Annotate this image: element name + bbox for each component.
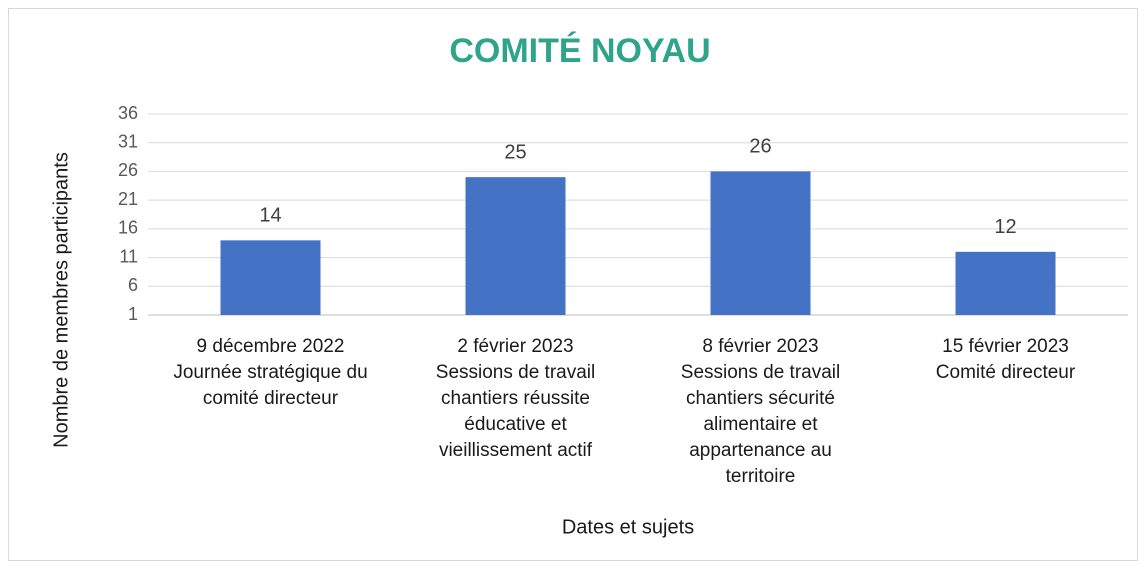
x-tick-label: vieillissement actif [439, 440, 593, 461]
y-tick-label: 26 [118, 160, 138, 180]
value-label: 12 [994, 216, 1016, 238]
bar [710, 171, 811, 315]
value-label: 25 [504, 141, 526, 163]
chart-border [8, 8, 1138, 561]
x-tick-label: comité directeur [203, 388, 339, 409]
bar [465, 177, 566, 315]
bar [220, 240, 321, 315]
x-axis-title: Dates et sujets [562, 516, 694, 538]
x-tick-label: Comité directeur [936, 362, 1076, 383]
y-axis-title: Nombre de membres participants [50, 152, 72, 448]
x-tick-label: chantiers sécurité [686, 388, 835, 409]
x-tick-label: territoire [726, 466, 796, 487]
x-tick-label: chantiers réussite [441, 388, 590, 409]
x-tick-label: Sessions de travail [436, 362, 595, 383]
x-tick-label: 8 février 2023 [702, 336, 818, 357]
y-tick-label: 31 [118, 131, 138, 151]
y-tick-label: 1 [128, 304, 138, 324]
value-label: 26 [749, 136, 771, 158]
y-tick-label: 36 [118, 103, 138, 123]
bar [955, 251, 1056, 315]
x-tick-label: appartenance au [689, 440, 832, 461]
y-tick-label: 6 [128, 275, 138, 295]
chart-title: COMITÉ NOYAU [449, 32, 710, 70]
x-tick-label: Journée stratégique du [173, 362, 367, 383]
y-tick-label: 11 [119, 246, 138, 266]
y-tick-label: 21 [118, 189, 138, 209]
x-tick-label: 9 décembre 2022 [197, 336, 345, 357]
y-tick-label: 16 [118, 218, 138, 238]
x-tick-label: 15 février 2023 [942, 336, 1069, 357]
x-tick-label: Sessions de travail [681, 362, 840, 383]
x-tick-label: éducative et [464, 414, 567, 435]
value-label: 14 [259, 205, 281, 227]
x-tick-label: 2 février 2023 [457, 336, 573, 357]
x-tick-label: alimentaire et [703, 414, 818, 435]
